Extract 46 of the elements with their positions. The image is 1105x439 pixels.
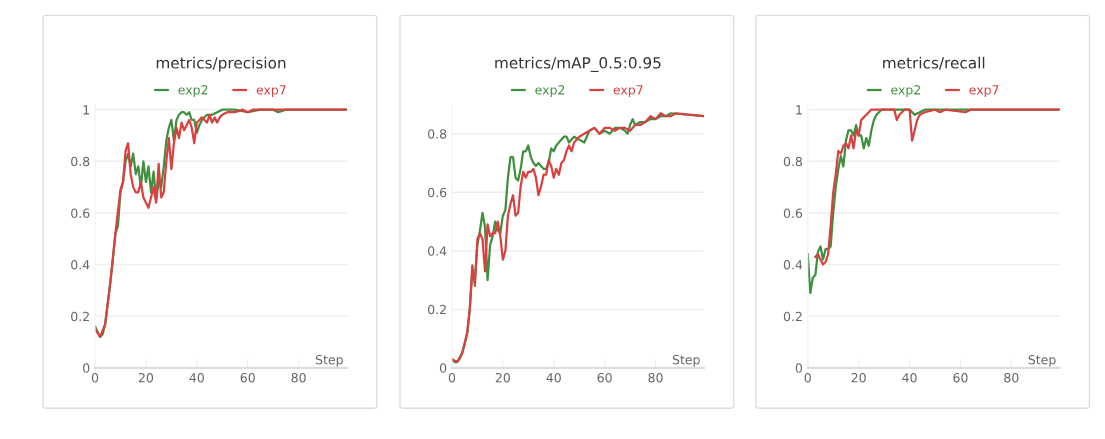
y-tick-label: 0.6 xyxy=(428,187,447,198)
chart-title: metrics/precision xyxy=(156,56,286,72)
x-tick-label: 20 xyxy=(138,372,154,383)
y-tick-label: 1 xyxy=(83,105,90,115)
legend-label: exp2 xyxy=(178,85,208,97)
legend-label: exp7 xyxy=(969,85,999,97)
legend-label: exp7 xyxy=(613,85,643,97)
y-tick-label: 0.4 xyxy=(783,260,803,270)
y-tick-label: 0 xyxy=(795,363,803,373)
x-axis-title: Step xyxy=(315,354,343,367)
y-tick-label: 0.2 xyxy=(71,311,89,322)
x-tick-label: 40 xyxy=(189,372,204,383)
legend-label: exp2 xyxy=(535,85,565,97)
y-tick-label: 1 xyxy=(796,105,802,115)
y-tick-label: 0.8 xyxy=(783,156,803,167)
chart-title: metrics/mAP_0.5:0.95 xyxy=(495,56,661,72)
y-tick-label: 0.6 xyxy=(71,208,90,218)
x-tick-label: 0 xyxy=(804,372,811,383)
legend-label: exp2 xyxy=(891,85,920,97)
y-tick-label: 0.8 xyxy=(71,156,90,167)
x-tick-label: 80 xyxy=(648,372,663,383)
y-tick-label: 0.6 xyxy=(783,208,803,218)
x-axis-title: Step xyxy=(1028,354,1056,367)
y-tick-label: 0.4 xyxy=(71,260,90,270)
x-tick-label: 60 xyxy=(953,372,968,383)
x-tick-label: 20 xyxy=(495,372,510,383)
x-tick-label: 80 xyxy=(291,372,306,383)
y-tick-label: 0 xyxy=(83,363,90,373)
y-tick-label: 0.2 xyxy=(783,311,802,322)
x-tick-label: 60 xyxy=(597,372,612,383)
y-tick-label: 0.4 xyxy=(428,246,447,256)
x-tick-label: 0 xyxy=(91,372,99,383)
x-tick-label: 40 xyxy=(902,372,917,383)
x-tick-label: 0 xyxy=(448,372,456,383)
x-axis-title: Step xyxy=(672,354,700,367)
y-tick-label: 0.8 xyxy=(428,129,447,139)
y-tick-label: 0 xyxy=(439,363,447,373)
x-tick-label: 80 xyxy=(1004,372,1019,383)
x-tick-label: 40 xyxy=(546,372,561,383)
x-tick-label: 60 xyxy=(240,372,255,383)
chart-title: metrics/recall xyxy=(883,56,985,70)
line-series xyxy=(95,108,347,338)
y-tick-label: 0.2 xyxy=(428,304,446,315)
line-series xyxy=(814,108,1060,266)
legend-label: exp7 xyxy=(256,85,286,97)
x-tick-label: 20 xyxy=(851,372,866,383)
